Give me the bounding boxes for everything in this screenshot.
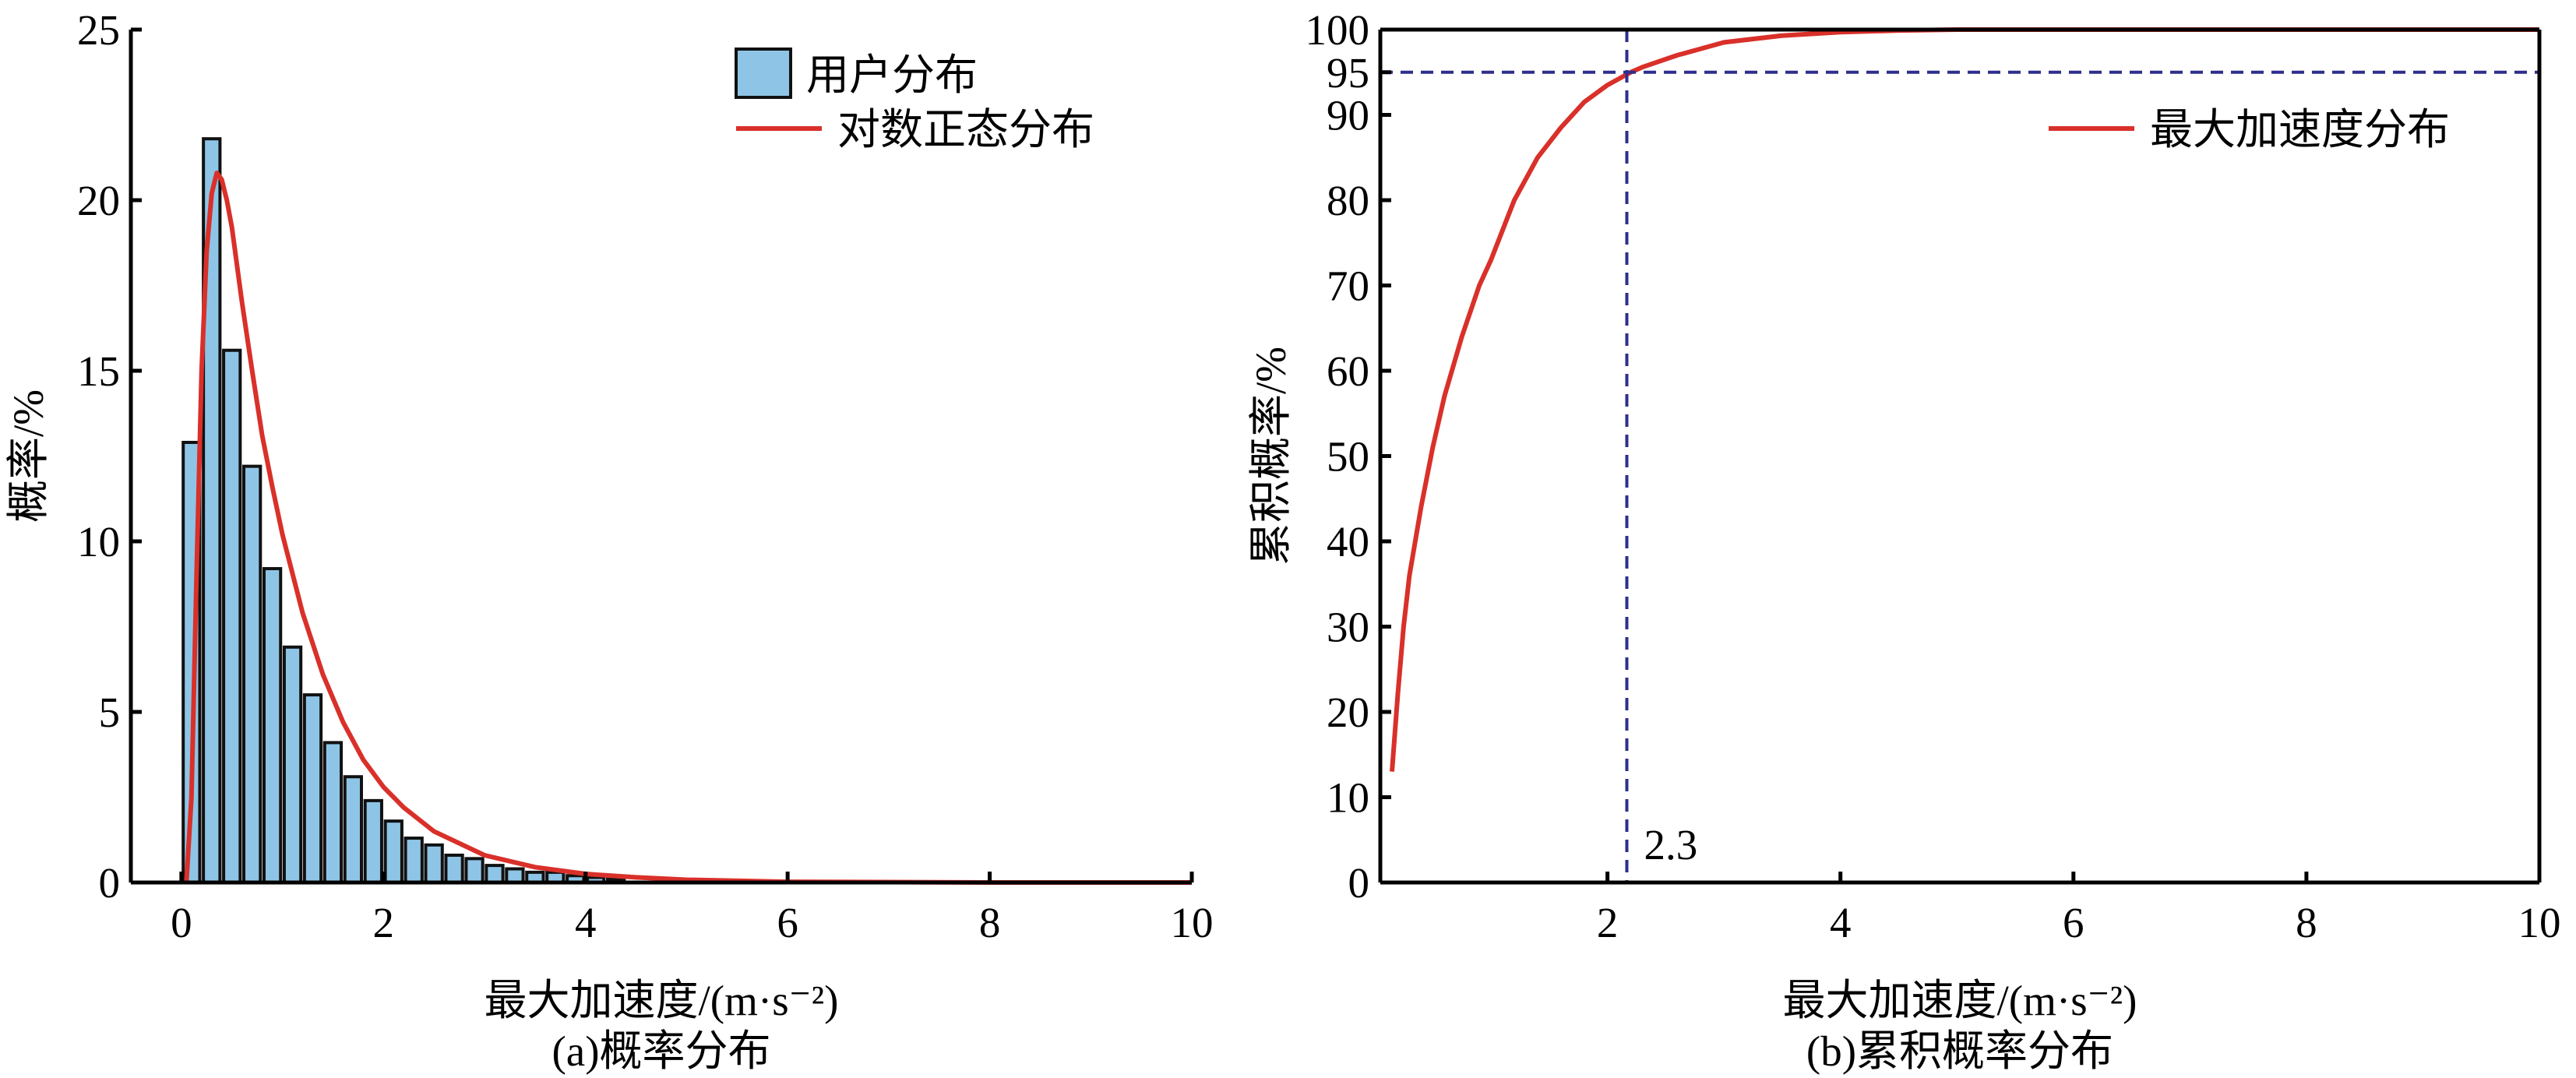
y-tick-label: 70 xyxy=(1327,262,1369,310)
legend-swatch-bar xyxy=(735,48,792,99)
y-tick-label: 60 xyxy=(1327,347,1369,395)
y-tick-label: 50 xyxy=(1327,433,1369,481)
histogram-bar xyxy=(403,837,424,885)
x-tick-label: 0 xyxy=(171,899,192,946)
histogram-bar xyxy=(262,567,283,884)
y-tick-label: 10 xyxy=(1327,774,1369,822)
series-line-1 xyxy=(184,171,1192,885)
y-tick-label: 20 xyxy=(1327,689,1369,736)
y-axis-label: 概率/% xyxy=(5,389,52,523)
x-tick-label: 6 xyxy=(2063,899,2084,946)
legend-label: 对数正态分布 xyxy=(837,106,1094,153)
y-tick-label: 100 xyxy=(1306,6,1370,54)
histogram-bar xyxy=(464,857,485,884)
histogram-bar xyxy=(383,819,403,885)
y-tick-label: 30 xyxy=(1327,604,1369,651)
y-tick-label: 95 xyxy=(1327,49,1369,97)
histogram-bar xyxy=(424,843,444,884)
chart-probability-distribution: 0 2 4 6 8 10 0 5 10 15 20 25 最大加速度/(m·s⁻²)(a)概率分布 概率/… xyxy=(5,6,1214,1075)
histogram-bar xyxy=(282,645,303,885)
histogram-bar xyxy=(505,867,525,884)
x-tick-label: 8 xyxy=(2296,899,2317,946)
histogram-bar xyxy=(485,864,505,884)
histogram-bar xyxy=(322,741,344,884)
histogram-bar xyxy=(302,693,323,884)
histogram-bar xyxy=(222,348,242,885)
y-tick-label: 40 xyxy=(1327,518,1369,565)
chart-caption: (b)累积概率分布 xyxy=(1806,1027,2113,1075)
x-tick-label: 4 xyxy=(1830,899,1852,946)
y-tick-label: 0 xyxy=(1348,859,1370,907)
x-tick-label: 8 xyxy=(979,899,1001,946)
y-tick-label: 0 xyxy=(99,859,121,907)
y-tick-label: 10 xyxy=(77,518,120,565)
legend-label: 用户分布 xyxy=(806,51,978,99)
x-tick-label: 4 xyxy=(575,899,597,946)
y-tick-label: 90 xyxy=(1327,92,1369,139)
x-axis-label: 最大加速度/(m·s⁻²) xyxy=(485,977,839,1024)
y-tick-label: 15 xyxy=(77,347,120,395)
y-axis-label: 累积概率/% xyxy=(1247,347,1295,565)
x-tick-label: 10 xyxy=(1171,899,1214,946)
histogram-bar xyxy=(242,464,263,884)
chart-cumulative-distribution: 2.32 4 6 8 10010203040506070809095100最大加速度/(… xyxy=(1247,6,2561,1075)
histogram-bar xyxy=(363,798,383,885)
x-tick-label: 10 xyxy=(2518,899,2561,946)
reference-x-label: 2.3 xyxy=(1644,821,1697,868)
y-tick-label: 5 xyxy=(99,689,121,736)
histogram-bar xyxy=(343,775,364,884)
x-tick-label: 2 xyxy=(373,899,395,946)
y-tick-label: 25 xyxy=(77,6,120,54)
histogram-bar xyxy=(444,853,464,884)
x-tick-label: 6 xyxy=(777,899,798,946)
x-tick-label: 2 xyxy=(1597,899,1619,946)
y-tick-label: 20 xyxy=(77,177,120,224)
y-tick-label: 80 xyxy=(1327,177,1369,224)
chart-caption: (a)概率分布 xyxy=(551,1027,770,1075)
legend-label: 最大加速度分布 xyxy=(2150,106,2450,153)
x-axis-label: 最大加速度/(m·s⁻²) xyxy=(1783,977,2137,1024)
